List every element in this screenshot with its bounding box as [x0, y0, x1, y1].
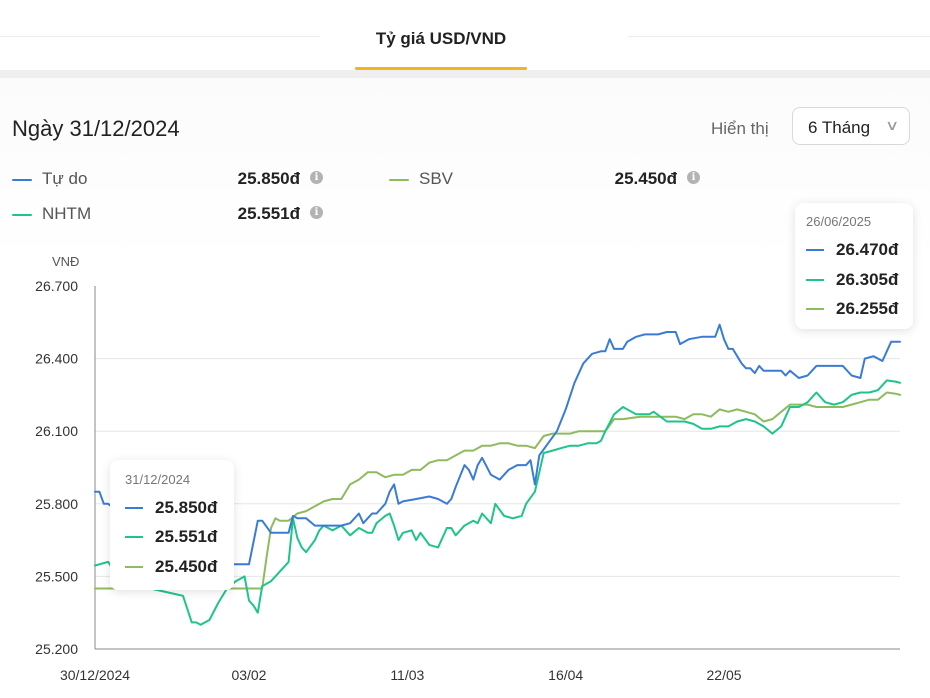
tooltip-end: 26/06/2025 26.470đ 26.305đ 26.255đ: [795, 203, 913, 329]
tooltip-swatch: [125, 566, 143, 568]
y-axis-label: VNĐ: [52, 254, 79, 269]
legend-value: 25.551đ: [237, 204, 300, 223]
x-tick-label: 22/05: [707, 667, 742, 683]
section-divider: [0, 70, 930, 78]
tooltip-value: 25.450đ: [155, 557, 218, 576]
range-select-value: 6 Tháng: [808, 118, 871, 137]
y-tick-label: 25.500: [35, 568, 78, 584]
page-title: Ngày 31/12/2024: [12, 116, 180, 141]
legend-swatch: [12, 179, 32, 181]
tooltip-start: 31/12/2024 25.850đ 25.551đ 25.450đ: [110, 460, 234, 590]
tooltip-value: 25.850đ: [155, 498, 218, 517]
legend-label: SBV: [419, 169, 454, 188]
series-line-2[interactable]: [94, 391, 901, 590]
legend-label: Tự do: [42, 169, 88, 188]
x-tick-label: 11/03: [390, 667, 424, 683]
info-icon[interactable]: i: [310, 171, 323, 184]
y-tick-label: 26.100: [35, 423, 78, 439]
y-tick-label: 25.800: [35, 496, 78, 512]
legend-label: NHTM: [42, 204, 92, 223]
info-icon[interactable]: i: [310, 206, 323, 219]
chart-panel: [0, 78, 930, 698]
tooltip-value: 25.551đ: [155, 527, 218, 546]
legend-value: 25.450đ: [614, 169, 677, 188]
divider: [0, 36, 320, 37]
divider: [628, 36, 930, 37]
x-tick-label: 16/04: [548, 667, 583, 683]
legend-item-sbv[interactable]: SBV 25.450đ i: [389, 169, 709, 191]
series-line-0[interactable]: [94, 323, 901, 566]
series-line-1[interactable]: [94, 379, 901, 626]
legend-item-tu-do[interactable]: Tự do 25.850đ i: [12, 169, 332, 191]
range-label: Hiển thị: [711, 119, 769, 138]
tooltip-swatch: [125, 536, 143, 538]
chevron-down-icon: ∨: [884, 117, 900, 133]
tooltip-swatch: [806, 279, 824, 281]
x-tick-label: 03/02: [231, 667, 266, 683]
y-tick-label: 25.200: [35, 641, 78, 657]
tooltip-swatch: [125, 507, 143, 509]
tooltip-value: 26.255đ: [836, 299, 899, 318]
tab-active-indicator: [355, 67, 527, 70]
legend-item-nhtm[interactable]: NHTM 25.551đ i: [12, 204, 332, 226]
tooltip-value: 26.305đ: [836, 270, 899, 289]
tab-usd-vnd[interactable]: Tỷ giá USD/VND: [375, 29, 507, 48]
legend-value: 25.850đ: [237, 169, 300, 188]
tooltip-date: 26/06/2025: [806, 214, 872, 229]
y-tick-label: 26.700: [35, 278, 78, 294]
top-bar: Tỷ giá USD/VND: [0, 0, 930, 70]
tooltip-date: 31/12/2024: [125, 472, 191, 487]
tooltip-swatch: [806, 308, 824, 310]
legend-swatch: [12, 214, 32, 216]
range-select[interactable]: 6 Tháng ∨: [792, 107, 910, 145]
tooltip-swatch: [806, 249, 824, 251]
info-icon[interactable]: i: [687, 171, 700, 184]
legend-swatch: [389, 179, 409, 181]
y-tick-label: 26.400: [35, 351, 78, 367]
x-tick-label: 30/12/2024: [60, 667, 130, 683]
tooltip-value: 26.470đ: [836, 240, 899, 259]
